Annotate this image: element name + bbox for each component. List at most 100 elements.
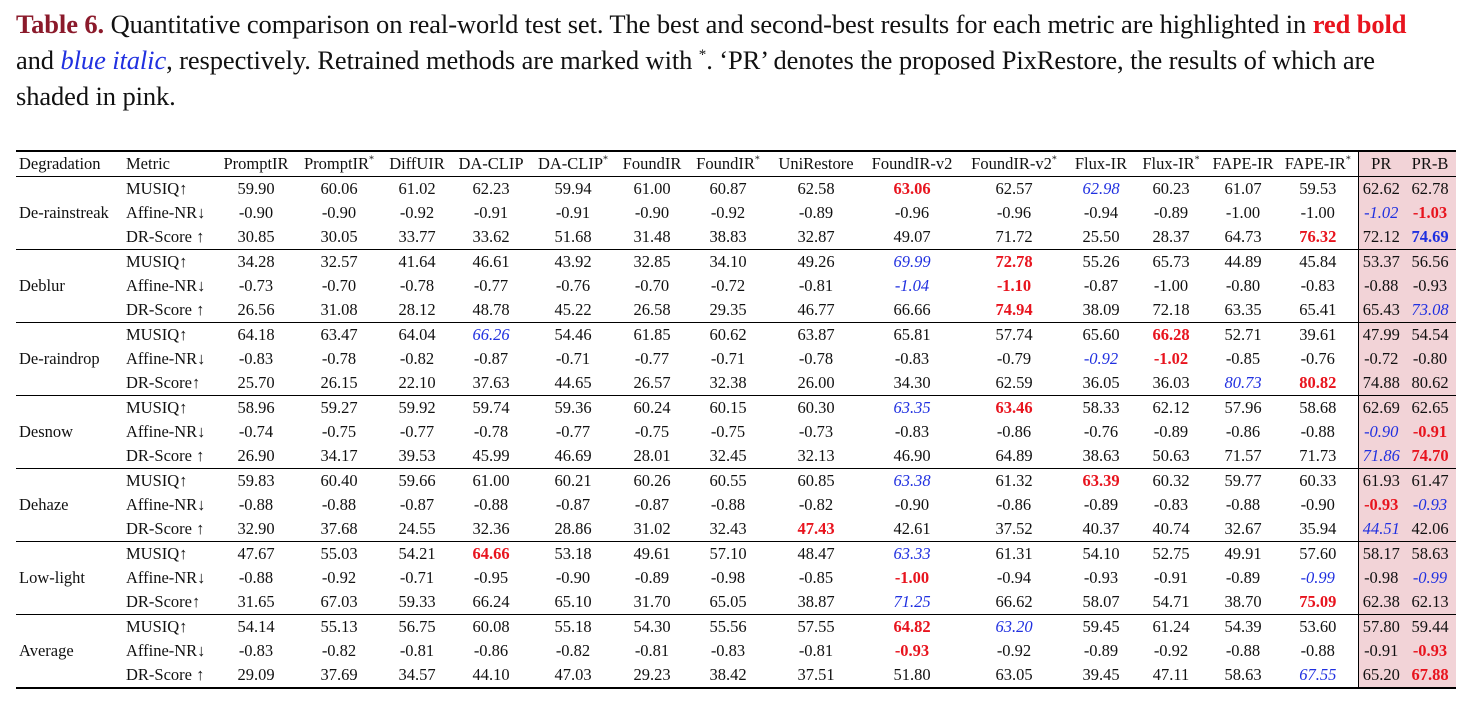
table-row: Affine-NR↓ -0.74 -0.75 -0.77 -0.78 -0.77 -0.75…: [16, 420, 1456, 444]
value-cell: 71.72: [995, 227, 1033, 246]
method-name: FoundIR: [696, 154, 755, 173]
value-cell: 55.03: [320, 544, 358, 563]
method-name: FoundIR: [622, 154, 682, 173]
value-cell: 45.22: [554, 300, 592, 319]
value-cell: -0.82: [321, 641, 357, 660]
value-cell: -0.91: [1153, 568, 1189, 587]
value-cell: -0.80: [1404, 347, 1456, 371]
value-cell: 61.93: [1357, 468, 1404, 493]
method-name: PR: [1371, 154, 1392, 173]
retrained-star: *: [754, 154, 760, 166]
value-cell: 29.35: [709, 300, 747, 319]
caption-red-bold: red bold: [1312, 9, 1407, 39]
value-cell: 65.10: [554, 592, 592, 611]
value-cell: -0.90: [1300, 495, 1335, 514]
value-cell: 63.35: [1224, 300, 1262, 319]
value-cell: 59.83: [237, 471, 275, 490]
value-cell: 58.68: [1299, 398, 1337, 417]
method-name: Flux-IR: [1142, 154, 1195, 173]
value-cell: -0.92: [321, 568, 357, 587]
value-cell: 75.09: [1299, 592, 1337, 611]
value-cell: -0.70: [321, 276, 357, 295]
value-cell: -0.85: [1225, 349, 1261, 368]
value-cell: 32.90: [237, 519, 275, 538]
value-cell: 72.18: [1152, 300, 1190, 319]
value-cell: -0.91: [1357, 639, 1404, 663]
value-cell: 62.23: [472, 179, 510, 198]
value-cell: -0.89: [634, 568, 670, 587]
value-cell: 65.43: [1357, 298, 1404, 323]
value-cell: -0.83: [894, 349, 930, 368]
method-name: PR-B: [1411, 154, 1449, 173]
value-cell: 59.33: [398, 592, 436, 611]
header-method: PromptIR*: [296, 151, 382, 177]
value-cell: 71.57: [1224, 446, 1262, 465]
degradation-group: Deblur MUSIQ↑ 34.28 32.57 41.64 46.61 43.92 32.…: [16, 249, 1456, 323]
value-cell: -0.88: [321, 495, 357, 514]
value-cell: -0.78: [321, 349, 357, 368]
value-cell: 42.06: [1404, 517, 1456, 542]
degradation-label: Average: [19, 641, 74, 660]
value-cell: 74.69: [1404, 225, 1456, 250]
value-cell: 49.26: [797, 252, 835, 271]
value-cell: 60.87: [709, 179, 747, 198]
degradation-label: Dehaze: [19, 495, 69, 514]
metric-label: MUSIQ↑: [126, 471, 188, 490]
value-cell: 63.20: [995, 617, 1033, 636]
value-cell: 63.87: [797, 325, 835, 344]
method-name: FAPE-IR: [1284, 154, 1346, 173]
value-cell: 49.61: [633, 544, 671, 563]
value-cell: -0.83: [1300, 276, 1335, 295]
value-cell: 60.23: [1152, 179, 1190, 198]
value-cell: 26.90: [237, 446, 275, 465]
value-cell: -0.86: [996, 422, 1032, 441]
value-cell: -0.72: [710, 276, 746, 295]
value-cell: 63.05: [995, 665, 1033, 684]
value-cell: 37.63: [472, 373, 510, 392]
value-cell: 35.94: [1299, 519, 1337, 538]
value-cell: 65.20: [1357, 663, 1404, 688]
value-cell: -0.91: [1404, 420, 1456, 444]
value-cell: 53.37: [1357, 249, 1404, 274]
value-cell: 26.56: [237, 300, 275, 319]
value-cell: 63.33: [893, 544, 931, 563]
value-cell: -0.89: [798, 203, 834, 222]
value-cell: 34.28: [237, 252, 275, 271]
value-cell: 71.25: [893, 592, 931, 611]
value-cell: 44.10: [472, 665, 510, 684]
value-cell: -1.03: [1404, 201, 1456, 225]
header-method: PromptIR: [216, 151, 296, 177]
metric-label: Affine-NR↓: [126, 422, 206, 441]
value-cell: 26.15: [320, 373, 358, 392]
value-cell: 61.47: [1404, 468, 1456, 493]
value-cell: 28.86: [554, 519, 592, 538]
value-cell: 34.17: [320, 446, 358, 465]
value-cell: 74.70: [1404, 444, 1456, 469]
method-name: FAPE-IR: [1212, 154, 1274, 173]
value-cell: 61.85: [633, 325, 671, 344]
value-cell: 55.56: [709, 617, 747, 636]
value-cell: 60.15: [709, 398, 747, 417]
value-cell: 61.00: [633, 179, 671, 198]
value-cell: 39.61: [1299, 325, 1337, 344]
value-cell: -0.82: [555, 641, 591, 660]
value-cell: 47.43: [797, 519, 835, 538]
value-cell: 38.87: [797, 592, 835, 611]
value-cell: 32.43: [709, 519, 747, 538]
header-degradation: Degradation: [19, 154, 101, 173]
value-cell: 59.92: [398, 398, 436, 417]
value-cell: 32.13: [797, 446, 835, 465]
method-name: PromptIR: [303, 154, 370, 173]
value-cell: 38.42: [709, 665, 747, 684]
value-cell: 24.55: [398, 519, 436, 538]
value-cell: 59.36: [554, 398, 592, 417]
value-cell: 58.07: [1082, 592, 1120, 611]
value-cell: 62.65: [1404, 395, 1456, 420]
value-cell: -0.87: [399, 495, 435, 514]
value-cell: -0.70: [634, 276, 670, 295]
value-cell: 54.46: [554, 325, 592, 344]
value-cell: 31.08: [320, 300, 358, 319]
value-cell: -0.93: [1404, 274, 1456, 298]
value-cell: -0.83: [894, 422, 930, 441]
value-cell: 63.46: [995, 398, 1033, 417]
